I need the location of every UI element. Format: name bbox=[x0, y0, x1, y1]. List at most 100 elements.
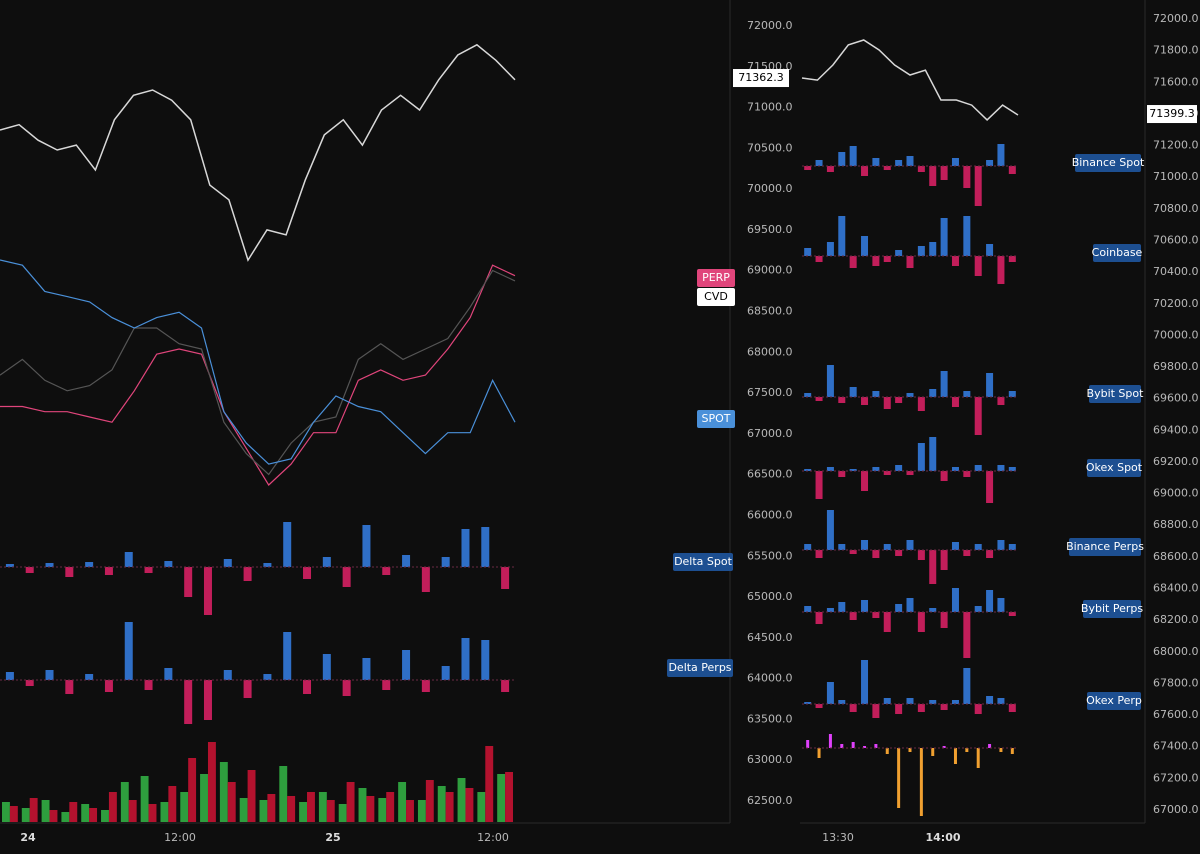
delta-bar bbox=[804, 393, 812, 397]
y-tick-label: 68600.0 bbox=[1153, 550, 1199, 563]
delta-bar bbox=[5, 564, 14, 567]
price-line bbox=[801, 39, 1019, 121]
y-tick-label: 72000.0 bbox=[747, 19, 793, 32]
y-tick-label: 71600.0 bbox=[1153, 75, 1199, 88]
delta-bar bbox=[164, 561, 173, 567]
delta-bar bbox=[906, 471, 914, 475]
delta-bar bbox=[929, 700, 937, 704]
volume-down bbox=[386, 792, 395, 822]
volume-up bbox=[398, 782, 407, 822]
delta-bar bbox=[963, 166, 971, 188]
volume-up bbox=[358, 788, 367, 822]
delta-bar bbox=[997, 540, 1005, 550]
delta-bar bbox=[963, 668, 971, 704]
delta-bar bbox=[951, 542, 959, 550]
volume-down bbox=[168, 786, 177, 822]
delta-bar bbox=[929, 389, 937, 397]
volume-down bbox=[505, 772, 513, 822]
delta-bar bbox=[997, 144, 1005, 166]
price-line bbox=[0, 43, 516, 262]
delta-bar bbox=[826, 608, 834, 612]
delta-bar bbox=[25, 567, 34, 573]
volume-down bbox=[326, 800, 335, 822]
y-tick-label: 68400.0 bbox=[1153, 582, 1199, 595]
y-tick-label: 64000.0 bbox=[747, 672, 793, 685]
delta-bar bbox=[872, 550, 880, 558]
delta-bar bbox=[883, 166, 891, 170]
delta-bar bbox=[974, 544, 982, 550]
delta-bar bbox=[917, 246, 925, 256]
y-tick-label: 69000.0 bbox=[1153, 487, 1199, 500]
volume-up bbox=[299, 802, 308, 822]
hist-tag: Coinbase bbox=[1092, 246, 1143, 259]
delta-bar bbox=[872, 704, 880, 718]
y-tick-label: 68500.0 bbox=[747, 305, 793, 318]
volume-down bbox=[9, 806, 18, 822]
delta-bar bbox=[184, 680, 193, 724]
hist-tag-bg bbox=[1093, 244, 1141, 262]
delta-bar bbox=[974, 256, 982, 276]
delta-bar bbox=[461, 638, 470, 680]
delta-bar bbox=[838, 471, 846, 477]
delta-bar bbox=[501, 680, 510, 692]
delta-bar bbox=[895, 397, 903, 403]
delta-bar bbox=[203, 680, 212, 720]
delta-bar bbox=[919, 748, 923, 816]
y-tick-label: 70000.0 bbox=[1153, 328, 1199, 341]
delta-bar bbox=[342, 567, 351, 587]
delta-bar bbox=[826, 467, 834, 471]
delta-bar bbox=[65, 680, 74, 694]
delta-bar bbox=[838, 544, 846, 550]
delta-bar bbox=[965, 748, 969, 752]
delta-bar bbox=[441, 666, 450, 680]
volume-down bbox=[69, 802, 78, 822]
volume-up bbox=[457, 778, 466, 822]
delta-bar bbox=[929, 437, 937, 471]
delta-bar bbox=[861, 660, 869, 704]
delta-bar bbox=[951, 256, 959, 266]
delta-bar bbox=[940, 704, 948, 710]
volume-down bbox=[307, 792, 315, 822]
delta-bar bbox=[986, 550, 994, 558]
volume-down bbox=[108, 792, 117, 822]
delta-bar bbox=[931, 748, 935, 756]
delta-bar bbox=[940, 166, 948, 180]
y-tick-label: 69600.0 bbox=[1153, 392, 1199, 405]
last-price: 71362.3 bbox=[738, 71, 784, 84]
delta-bar bbox=[940, 612, 948, 628]
y-tick-label: 71800.0 bbox=[1153, 44, 1199, 57]
volume-up bbox=[239, 798, 248, 822]
delta-bar bbox=[85, 562, 94, 567]
volume-up bbox=[497, 774, 506, 822]
y-tick-label: 69500.0 bbox=[747, 223, 793, 236]
volume-down bbox=[346, 782, 355, 822]
y-tick-label: 67200.0 bbox=[1153, 771, 1199, 784]
delta-bar bbox=[929, 242, 937, 256]
delta-bar bbox=[940, 371, 948, 397]
delta-bar bbox=[849, 612, 857, 620]
delta-bar bbox=[838, 216, 846, 256]
volume-down bbox=[29, 798, 38, 822]
delta-bar bbox=[976, 748, 980, 768]
delta-bar bbox=[917, 397, 925, 411]
cvd-line bbox=[0, 264, 516, 486]
delta-bar bbox=[951, 588, 959, 612]
delta-bar bbox=[382, 567, 391, 575]
last-price: 71399.3 bbox=[1149, 107, 1195, 120]
y-tick-label: 67400.0 bbox=[1153, 740, 1199, 753]
delta-bar bbox=[1008, 544, 1016, 550]
delta-bar bbox=[303, 680, 312, 694]
x-tick-label: 14:00 bbox=[925, 831, 960, 844]
delta-bar bbox=[997, 598, 1005, 612]
delta-bar bbox=[223, 559, 232, 567]
delta-bar bbox=[25, 680, 34, 686]
delta-bar bbox=[501, 567, 510, 589]
volume-up bbox=[279, 766, 288, 822]
delta-bar bbox=[804, 606, 812, 612]
volume-down bbox=[366, 796, 375, 822]
delta-bar bbox=[104, 680, 113, 692]
last-price-bg bbox=[733, 69, 789, 88]
delta-bar bbox=[1008, 391, 1016, 397]
volume-up bbox=[180, 792, 189, 822]
